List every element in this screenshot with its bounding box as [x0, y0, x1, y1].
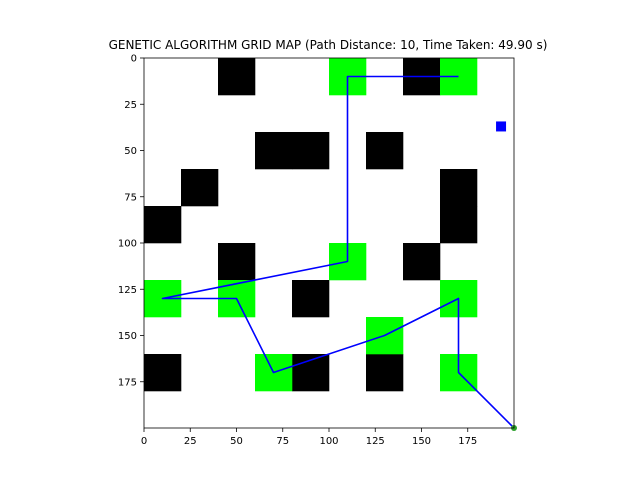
plot-area: 0 25 50 75 100 125 150 175 0 25 50 75 100 125 150 175	[118, 54, 517, 447]
obstacle-cell	[144, 206, 182, 244]
chart-title: GENETIC ALGORITHM GRID MAP (Path Distanc…	[109, 38, 548, 52]
x-tick-label: 150	[412, 436, 431, 447]
x-tick-label: 125	[366, 436, 385, 447]
y-tick-label: 150	[118, 331, 137, 342]
x-tick-label: 175	[458, 436, 477, 447]
obstacle-cell	[255, 132, 293, 170]
x-tick-label: 0	[141, 436, 147, 447]
y-tick-label: 125	[118, 285, 137, 296]
obstacle-cell	[366, 354, 404, 392]
obstacle-cell	[440, 206, 478, 244]
x-tick-label: 50	[230, 436, 243, 447]
y-tick-label: 100	[118, 239, 137, 250]
obstacle-cell	[403, 243, 441, 281]
obstacle-cell	[440, 169, 478, 207]
x-tick-label: 100	[319, 436, 338, 447]
y-tick-label: 75	[124, 192, 137, 203]
x-tick-label: 75	[276, 436, 289, 447]
y-tick-label: 25	[124, 100, 137, 111]
y-tick-label: 50	[124, 146, 137, 157]
obstacle-cell	[366, 132, 404, 170]
position-marker	[496, 121, 507, 132]
obstacle-cell	[144, 354, 182, 392]
obstacle-cell	[181, 169, 219, 207]
obstacle-cell	[218, 243, 256, 281]
obstacle-cell	[218, 58, 256, 96]
y-tick-label: 0	[131, 54, 137, 65]
obstacle-cell	[292, 132, 330, 170]
path-line	[161, 75, 515, 429]
y-tick-label: 175	[118, 377, 137, 388]
obstacle-cell	[292, 280, 330, 318]
x-tick-label: 25	[184, 436, 197, 447]
